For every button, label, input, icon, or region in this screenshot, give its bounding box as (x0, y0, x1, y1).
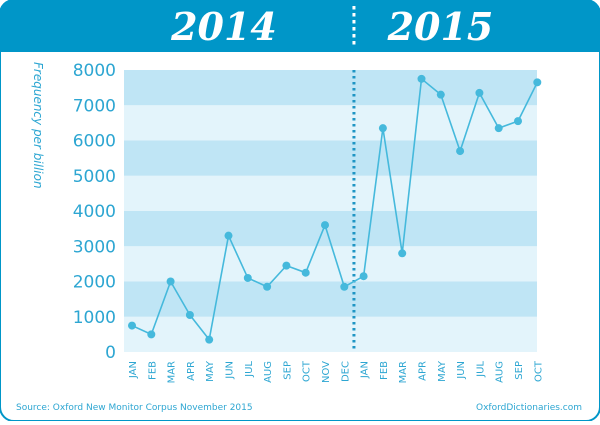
y-tick-label: 2000 (73, 273, 116, 293)
footer-source: Source: Oxford New Monitor Corpus Novemb… (16, 403, 253, 413)
data-point (378, 124, 387, 133)
y-tick-label: 6000 (73, 132, 116, 152)
x-tick-label: JAN (128, 361, 139, 379)
data-point (321, 221, 329, 230)
data-point (205, 335, 214, 344)
data-point (398, 249, 407, 258)
data-point (533, 78, 542, 87)
grid-band (124, 246, 537, 282)
x-tick-label: AUG (495, 361, 506, 383)
x-tick-label: SEP (282, 361, 293, 380)
grid-band (124, 70, 537, 106)
grid-band (124, 281, 537, 317)
x-tick-label: FEB (147, 361, 158, 380)
header-divider-dot (352, 27, 356, 31)
x-tick-label: MAY (437, 360, 448, 382)
footer-site: OxfordDictionaries.com (476, 403, 582, 413)
data-point (301, 268, 310, 277)
header-divider-dot (352, 34, 356, 38)
data-point (359, 272, 368, 281)
y-tick-label: 5000 (73, 167, 116, 187)
year-label: 2015 (387, 4, 494, 49)
x-tick-label: AUG (263, 361, 274, 383)
x-tick-label: MAR (398, 361, 409, 383)
y-tick-label: 1000 (73, 308, 116, 328)
x-tick-label: OCT (533, 360, 544, 382)
header-bar (0, 0, 600, 52)
x-tick-label: NOV (321, 361, 332, 383)
header-divider-dot (352, 41, 356, 45)
grid-band (124, 105, 537, 141)
grid-band (124, 175, 537, 211)
x-tick-label: SEP (514, 361, 525, 380)
grid-band (124, 316, 537, 352)
data-point (224, 231, 233, 240)
y-tick-label: 0 (105, 343, 116, 363)
x-tick-label: DEC (340, 361, 351, 382)
data-point (436, 90, 445, 99)
data-point (494, 124, 503, 133)
header-divider-dot (352, 6, 356, 10)
data-point (166, 277, 175, 286)
x-tick-label: JUN (456, 361, 467, 380)
data-point (456, 147, 465, 156)
series-line (131, 78, 539, 341)
data-point (417, 74, 426, 83)
y-tick-label: 4000 (73, 202, 116, 222)
data-point (340, 282, 349, 291)
data-point (128, 321, 136, 330)
data-point (147, 330, 156, 339)
data-point (475, 88, 484, 97)
data-point (263, 282, 272, 291)
data-point (282, 261, 291, 270)
y-tick-label: 7000 (73, 96, 116, 116)
x-tick-label: FEB (379, 361, 390, 380)
y-tick-label: 3000 (73, 237, 116, 257)
x-tick-label: MAR (167, 361, 178, 383)
x-tick-label: OCT (302, 360, 313, 382)
x-tick-label: JUL (244, 361, 255, 378)
year-label: 2014 (170, 4, 277, 49)
data-point (514, 117, 522, 126)
x-tick-label: JAN (360, 361, 371, 379)
header-divider-dot (352, 20, 356, 24)
x-tick-label: APR (418, 361, 429, 381)
data-point (185, 310, 194, 319)
y-axis-label: Frequency per billion (31, 62, 45, 189)
header-divider-dot (352, 13, 356, 17)
y-tick-label: 8000 (73, 61, 116, 81)
x-tick-label: JUL (475, 361, 486, 378)
x-tick-label: JUN (225, 361, 236, 380)
x-tick-label: MAY (205, 360, 216, 382)
x-tick-label: APR (186, 361, 197, 381)
data-point (243, 273, 252, 282)
grid-band (124, 140, 537, 176)
